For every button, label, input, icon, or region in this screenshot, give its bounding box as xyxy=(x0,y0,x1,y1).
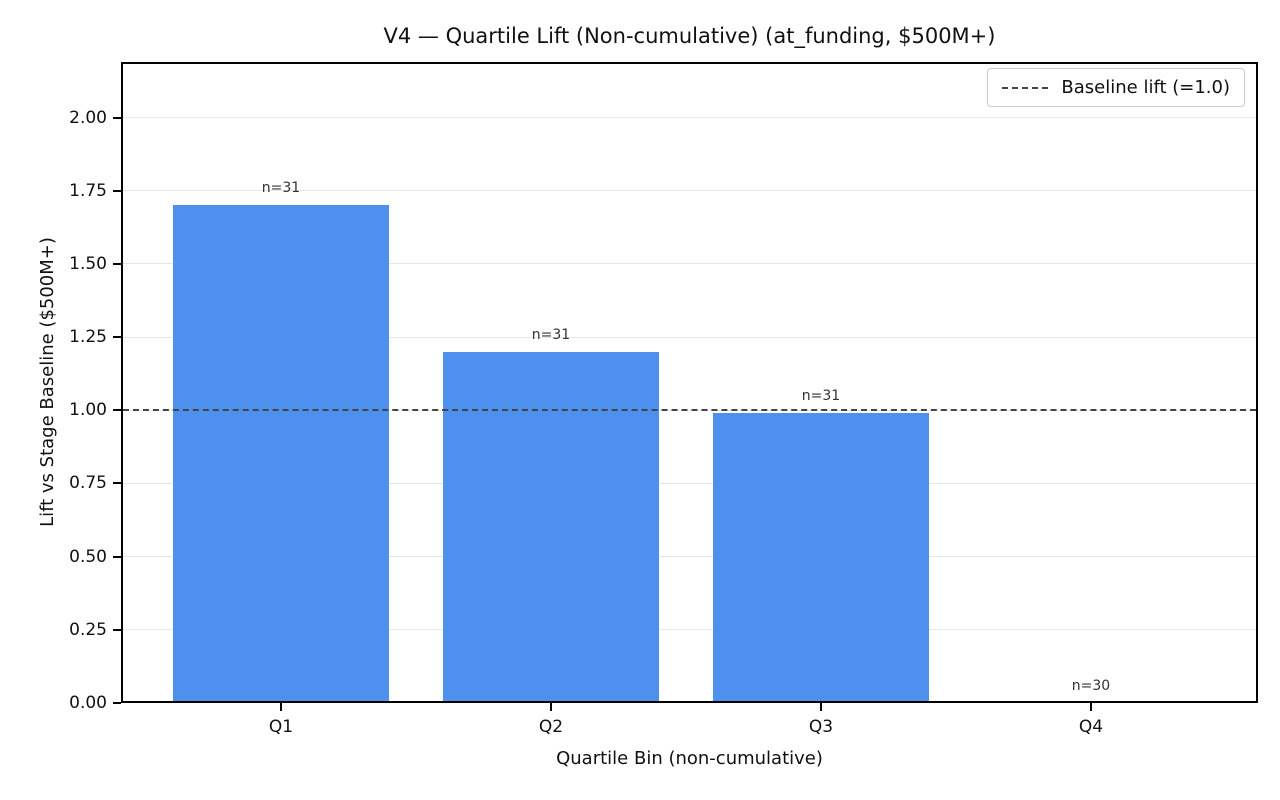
bar-count-label: n=31 xyxy=(261,180,301,197)
y-tick-mark xyxy=(113,116,121,119)
y-tick-mark xyxy=(113,409,121,412)
y-tick-label: 1.25 xyxy=(69,327,107,348)
gridline xyxy=(123,336,1256,338)
y-tick-label: 1.00 xyxy=(69,400,107,421)
x-tick-label-Q4: Q4 xyxy=(1078,717,1104,737)
y-tick-label: 0.50 xyxy=(69,546,107,567)
y-tick-label: 1.50 xyxy=(69,253,107,274)
y-tick-mark xyxy=(113,555,121,558)
baseline-dash-icon xyxy=(1002,86,1049,89)
x-axis-label: Quartile Bin (non-cumulative) xyxy=(556,748,823,769)
x-tick-mark xyxy=(1090,703,1092,711)
gridline xyxy=(123,190,1256,192)
x-tick-label-Q2: Q2 xyxy=(538,717,564,737)
chart-title: V4 — Quartile Lift (Non-cumulative) (at_… xyxy=(383,24,996,48)
y-tick-label: 0.00 xyxy=(69,693,107,713)
gridline xyxy=(123,556,1256,558)
y-tick-label: 2.00 xyxy=(69,107,107,128)
x-tick-mark xyxy=(550,703,552,711)
bar-count-label: n=31 xyxy=(801,388,841,405)
bar-Q3 xyxy=(713,413,929,701)
x-tick-mark xyxy=(820,703,822,711)
legend-label: Baseline lift (=1.0) xyxy=(1061,77,1230,98)
gridline xyxy=(123,482,1256,484)
y-axis-label: Lift vs Stage Baseline ($500M+) xyxy=(37,237,58,527)
y-tick-mark xyxy=(113,482,121,485)
x-tick-label-Q1: Q1 xyxy=(268,717,294,737)
y-tick-mark xyxy=(113,189,121,192)
bar-count-label: n=30 xyxy=(1071,678,1111,694)
y-tick-mark xyxy=(113,628,121,631)
plot-area xyxy=(121,62,1258,703)
bar-count-label: n=31 xyxy=(531,326,571,343)
legend: Baseline lift (=1.0) xyxy=(987,68,1245,107)
x-tick-mark xyxy=(280,703,282,711)
gridline xyxy=(123,263,1256,265)
x-tick-label-Q3: Q3 xyxy=(808,717,834,737)
baseline-line xyxy=(123,409,1256,412)
y-tick-label: 0.25 xyxy=(69,619,107,640)
y-tick-mark xyxy=(113,336,121,339)
gridline xyxy=(123,117,1256,119)
y-tick-mark xyxy=(113,702,121,704)
bar-Q2 xyxy=(443,351,659,701)
y-tick-label: 0.75 xyxy=(69,473,107,494)
y-tick-mark xyxy=(113,262,121,265)
gridline xyxy=(123,629,1256,631)
bar-Q1 xyxy=(173,205,389,701)
y-tick-label: 1.75 xyxy=(69,180,107,201)
